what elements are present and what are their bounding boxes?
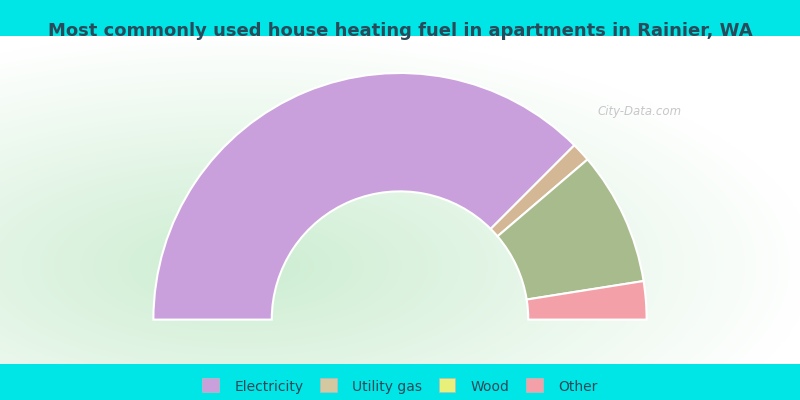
- Legend: Electricity, Utility gas, Wood, Other: Electricity, Utility gas, Wood, Other: [197, 374, 603, 400]
- Wedge shape: [498, 160, 643, 300]
- Text: Most commonly used house heating fuel in apartments in Rainier, WA: Most commonly used house heating fuel in…: [48, 22, 752, 40]
- Text: City-Data.com: City-Data.com: [598, 106, 682, 118]
- Wedge shape: [490, 145, 587, 236]
- Wedge shape: [526, 281, 646, 320]
- Wedge shape: [154, 73, 574, 320]
